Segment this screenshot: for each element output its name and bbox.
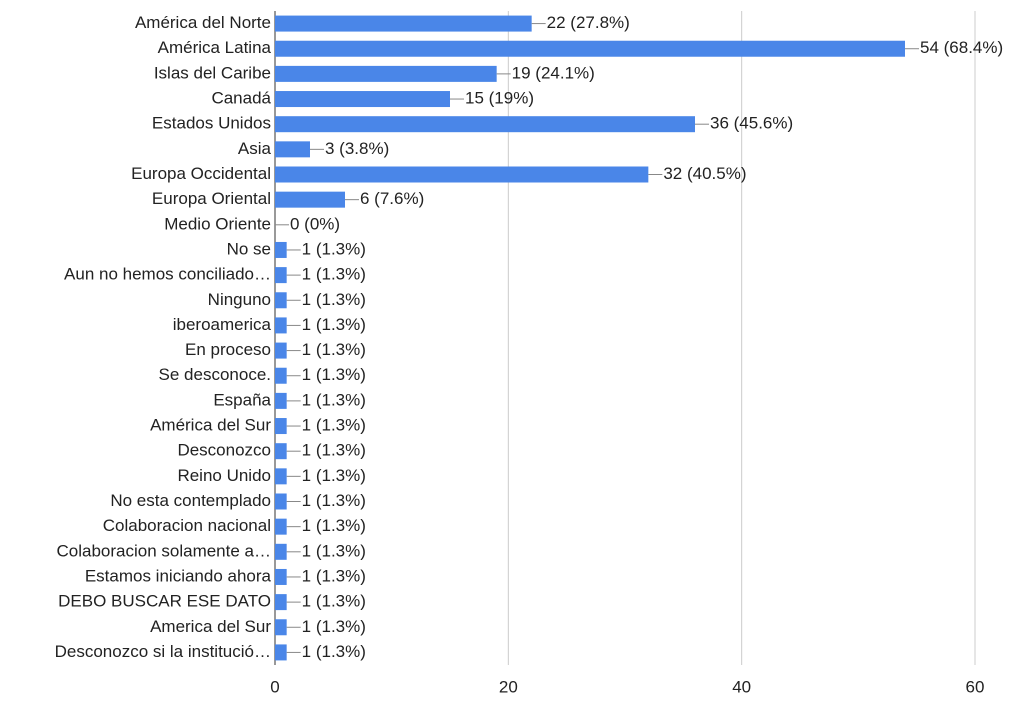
y-tick-label: Europa Occidental (131, 164, 271, 183)
value-label: 1 (1.3%) (302, 541, 366, 560)
bar (275, 493, 287, 510)
value-label: 1 (1.3%) (302, 315, 366, 334)
value-label: 1 (1.3%) (302, 365, 366, 384)
bar (275, 317, 287, 334)
value-label: 0 (0%) (290, 214, 340, 233)
y-tick-label: Colaboracion solamente a… (56, 541, 271, 560)
value-label: 1 (1.3%) (302, 516, 366, 535)
bar (275, 443, 287, 460)
bar (275, 191, 345, 208)
value-label: 22 (27.8%) (547, 13, 630, 32)
y-tick-label: Estamos iniciando ahora (85, 566, 272, 585)
value-label: 1 (1.3%) (302, 390, 366, 409)
bar (275, 367, 287, 384)
bar (275, 267, 287, 284)
x-tick-label: 20 (499, 677, 518, 696)
bar (275, 468, 287, 485)
bar (275, 518, 287, 535)
bar (275, 40, 905, 57)
bar (275, 91, 450, 108)
y-tick-label: Reino Unido (177, 466, 271, 485)
y-tick-label: Islas del Caribe (154, 63, 271, 82)
y-tick-label: América Latina (158, 38, 272, 57)
y-tick-label: Desconozco si la institució… (55, 642, 271, 661)
bar (275, 15, 532, 32)
x-tick-label: 40 (732, 677, 751, 696)
y-tick-label: No se (227, 239, 271, 258)
y-tick-label: América del Sur (150, 416, 271, 435)
y-tick-label: Estados Unidos (152, 114, 271, 133)
value-label: 1 (1.3%) (302, 441, 366, 460)
y-tick-label: DEBO BUSCAR ESE DATO (58, 592, 271, 611)
value-label: 6 (7.6%) (360, 189, 424, 208)
bar (275, 543, 287, 560)
value-label: 1 (1.3%) (302, 566, 366, 585)
y-tick-label: Canadá (211, 89, 271, 108)
y-tick-label: Colaboracion nacional (103, 516, 271, 535)
bar (275, 116, 695, 133)
value-label: 15 (19%) (465, 89, 534, 108)
bar (275, 418, 287, 435)
y-tick-label: iberoamerica (173, 315, 272, 334)
value-label: 36 (45.6%) (710, 114, 793, 133)
value-label: 1 (1.3%) (302, 642, 366, 661)
bar (275, 241, 287, 258)
y-tick-label: Desconozco (177, 441, 271, 460)
y-tick-label: América del Norte (135, 13, 271, 32)
y-tick-label: No esta contemplado (110, 491, 271, 510)
bar (275, 141, 310, 158)
y-tick-label: Europa Oriental (152, 189, 271, 208)
bar (275, 594, 287, 611)
value-label: 1 (1.3%) (302, 491, 366, 510)
value-label: 32 (40.5%) (663, 164, 746, 183)
y-tick-label: Medio Oriente (164, 214, 271, 233)
x-tick-label: 60 (966, 677, 985, 696)
bar (275, 342, 287, 359)
value-label: 1 (1.3%) (302, 592, 366, 611)
y-tick-label: En proceso (185, 340, 271, 359)
bar (275, 568, 287, 585)
value-label: 3 (3.8%) (325, 139, 389, 158)
value-label: 19 (24.1%) (512, 63, 595, 82)
x-tick-label: 0 (270, 677, 279, 696)
y-tick-label: España (213, 390, 271, 409)
bar (275, 65, 497, 82)
value-label: 1 (1.3%) (302, 466, 366, 485)
value-label: 1 (1.3%) (302, 290, 366, 309)
y-tick-label: Asia (238, 139, 272, 158)
bar (275, 166, 649, 183)
bar (275, 644, 287, 661)
y-tick-label: America del Sur (150, 617, 271, 636)
value-label: 54 (68.4%) (920, 38, 1003, 57)
value-label: 1 (1.3%) (302, 239, 366, 258)
y-tick-label: Se desconoce. (159, 365, 271, 384)
value-label: 1 (1.3%) (302, 617, 366, 636)
bar (275, 392, 287, 409)
value-label: 1 (1.3%) (302, 340, 366, 359)
y-tick-label: Aun no hemos conciliado… (64, 265, 271, 284)
bar (275, 292, 287, 309)
value-label: 1 (1.3%) (302, 265, 366, 284)
value-label: 1 (1.3%) (302, 416, 366, 435)
bar (275, 619, 287, 636)
y-tick-label: Ninguno (208, 290, 271, 309)
